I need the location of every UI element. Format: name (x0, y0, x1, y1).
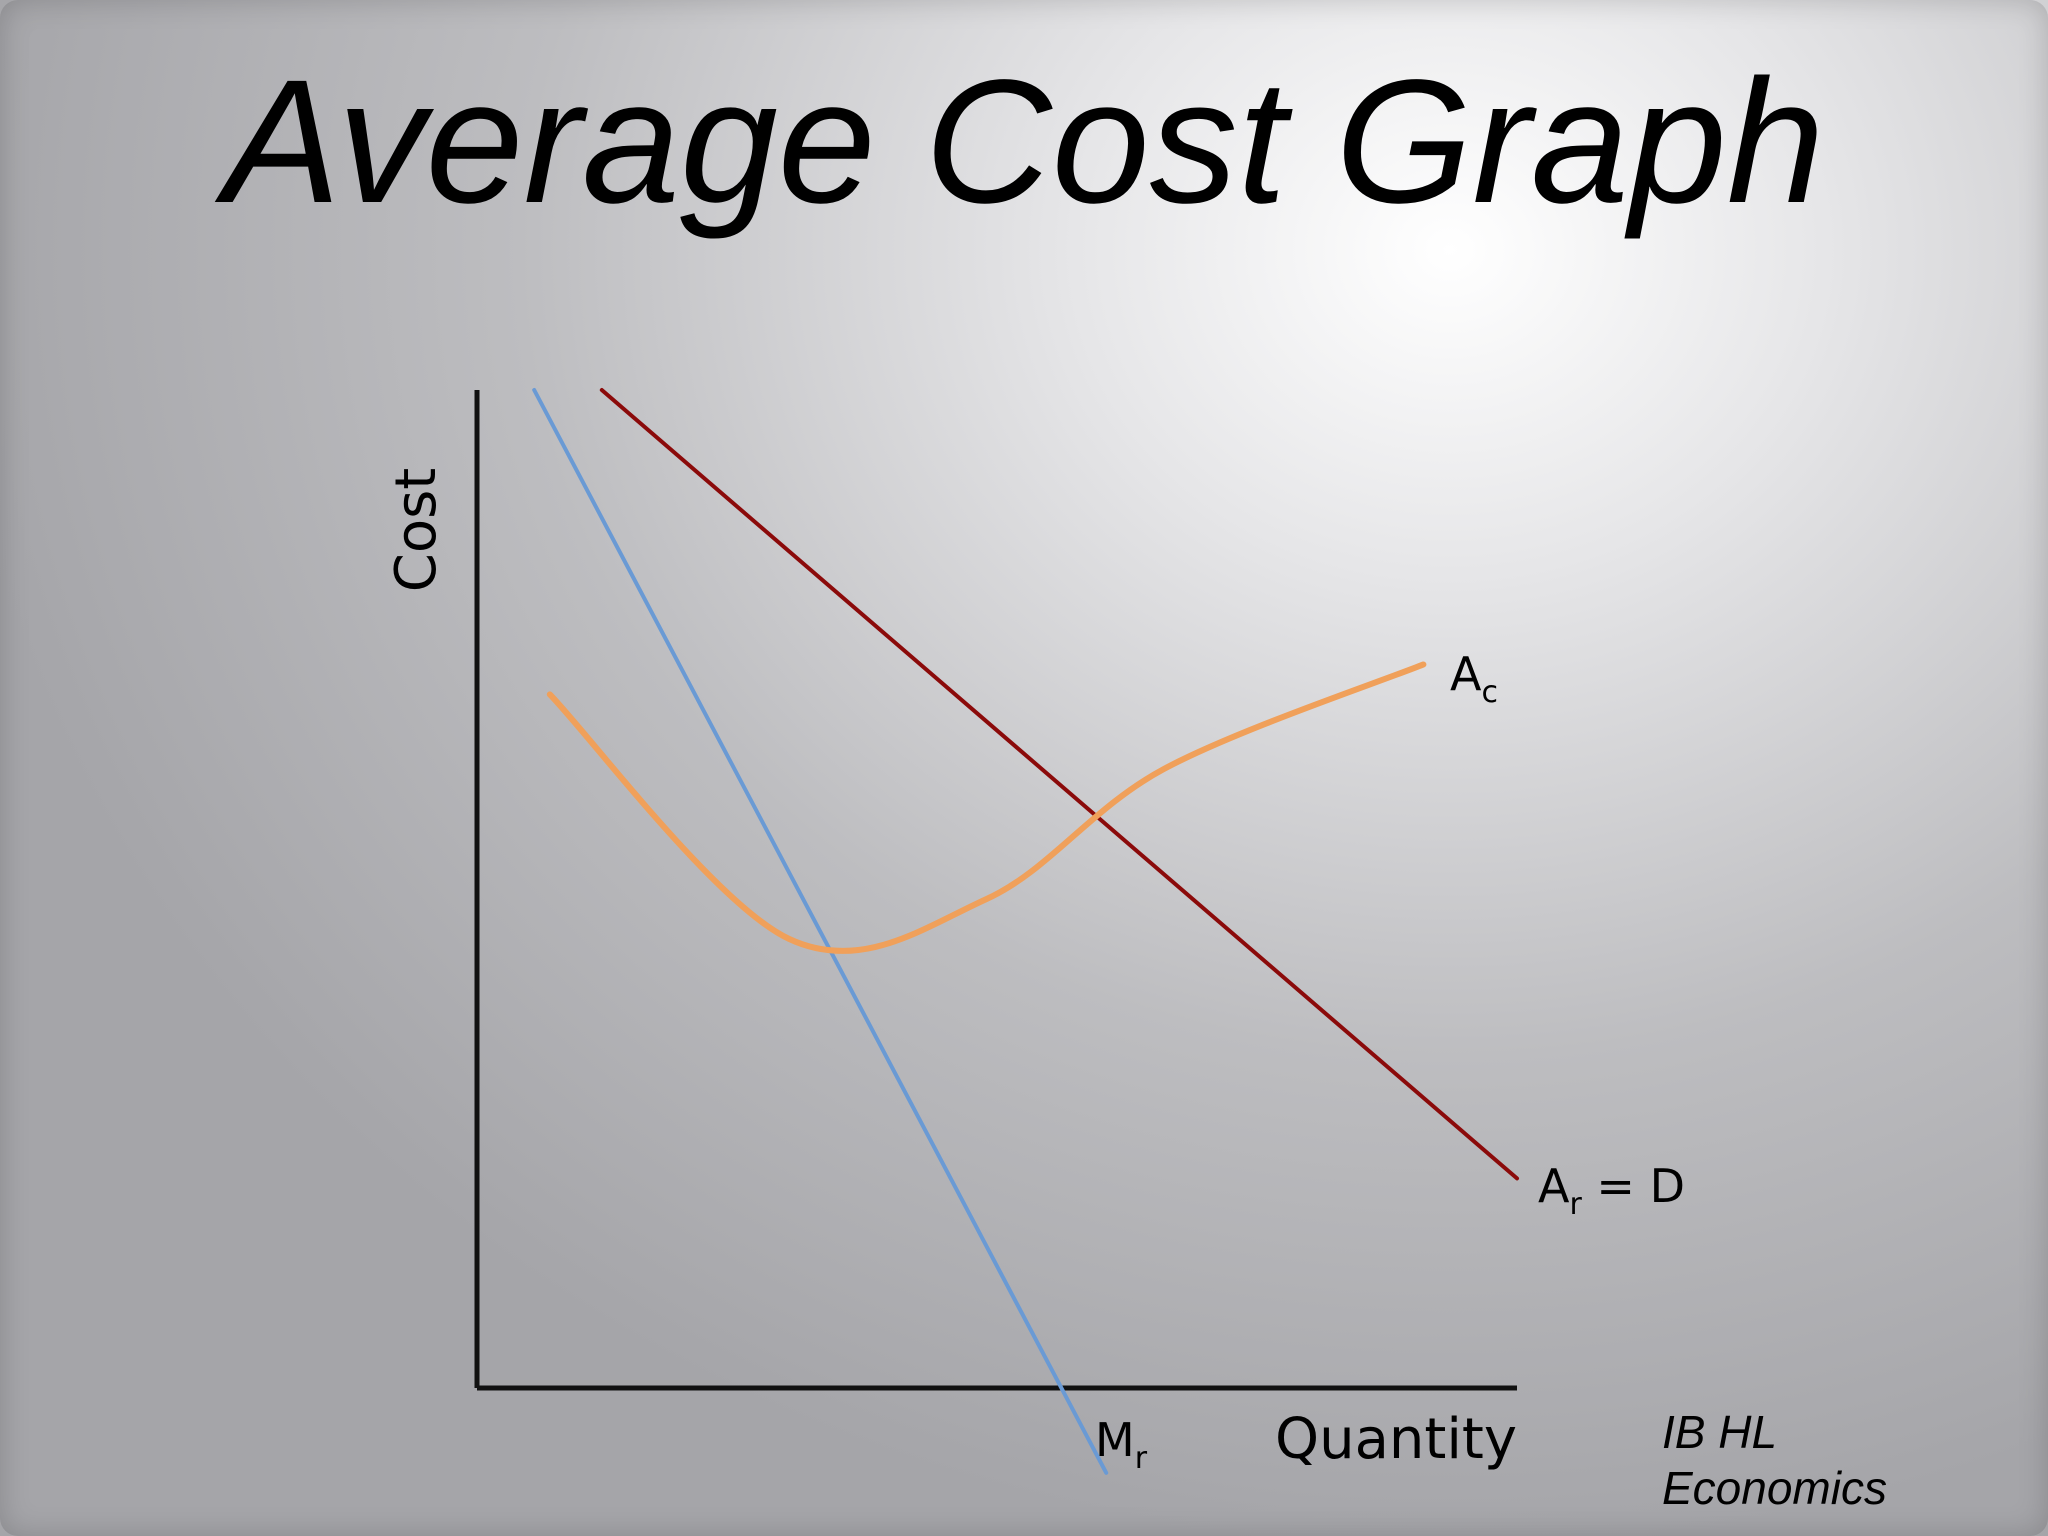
x-axis-label: Quantity (1275, 1407, 1517, 1472)
series-label-ar-d: Ar = D (1538, 1159, 1685, 1222)
slide-title: Average Cost Graph (223, 44, 1825, 240)
series-labels: Mr Ar = D Ac (1095, 647, 1685, 1476)
series-line-ac (546, 661, 1427, 955)
footer-line-1: IB HL (1662, 1406, 1778, 1458)
series-label-ac: Ac (1450, 647, 1498, 710)
series-layer (532, 388, 1519, 1475)
series-line-mr (532, 388, 1109, 1475)
y-axis-label: Cost (384, 468, 449, 593)
series-label-mr: Mr (1095, 1413, 1148, 1476)
series-line-ar-d (599, 388, 1519, 1181)
footer-line-2: Economics (1662, 1462, 1887, 1514)
footer-credit: IB HL Economics (1662, 1404, 1887, 1516)
